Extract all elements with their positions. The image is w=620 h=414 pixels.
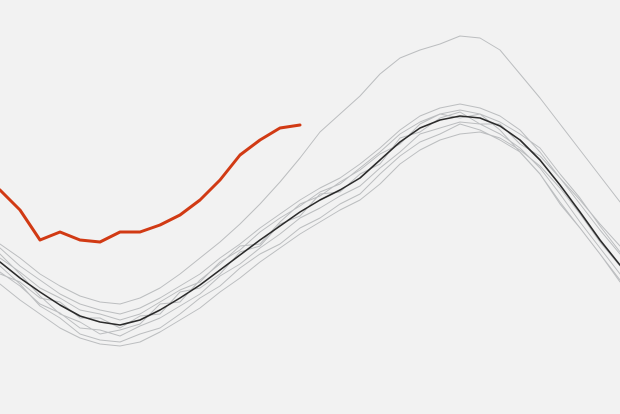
series-line — [0, 131, 620, 347]
series-line — [0, 121, 620, 337]
series-line — [0, 103, 620, 315]
series-line — [0, 35, 620, 305]
series-line — [0, 109, 620, 321]
series-line — [0, 113, 620, 335]
series-line — [0, 115, 620, 326]
series-line — [0, 123, 620, 343]
series-line — [0, 123, 302, 244]
series-line — [0, 111, 620, 329]
